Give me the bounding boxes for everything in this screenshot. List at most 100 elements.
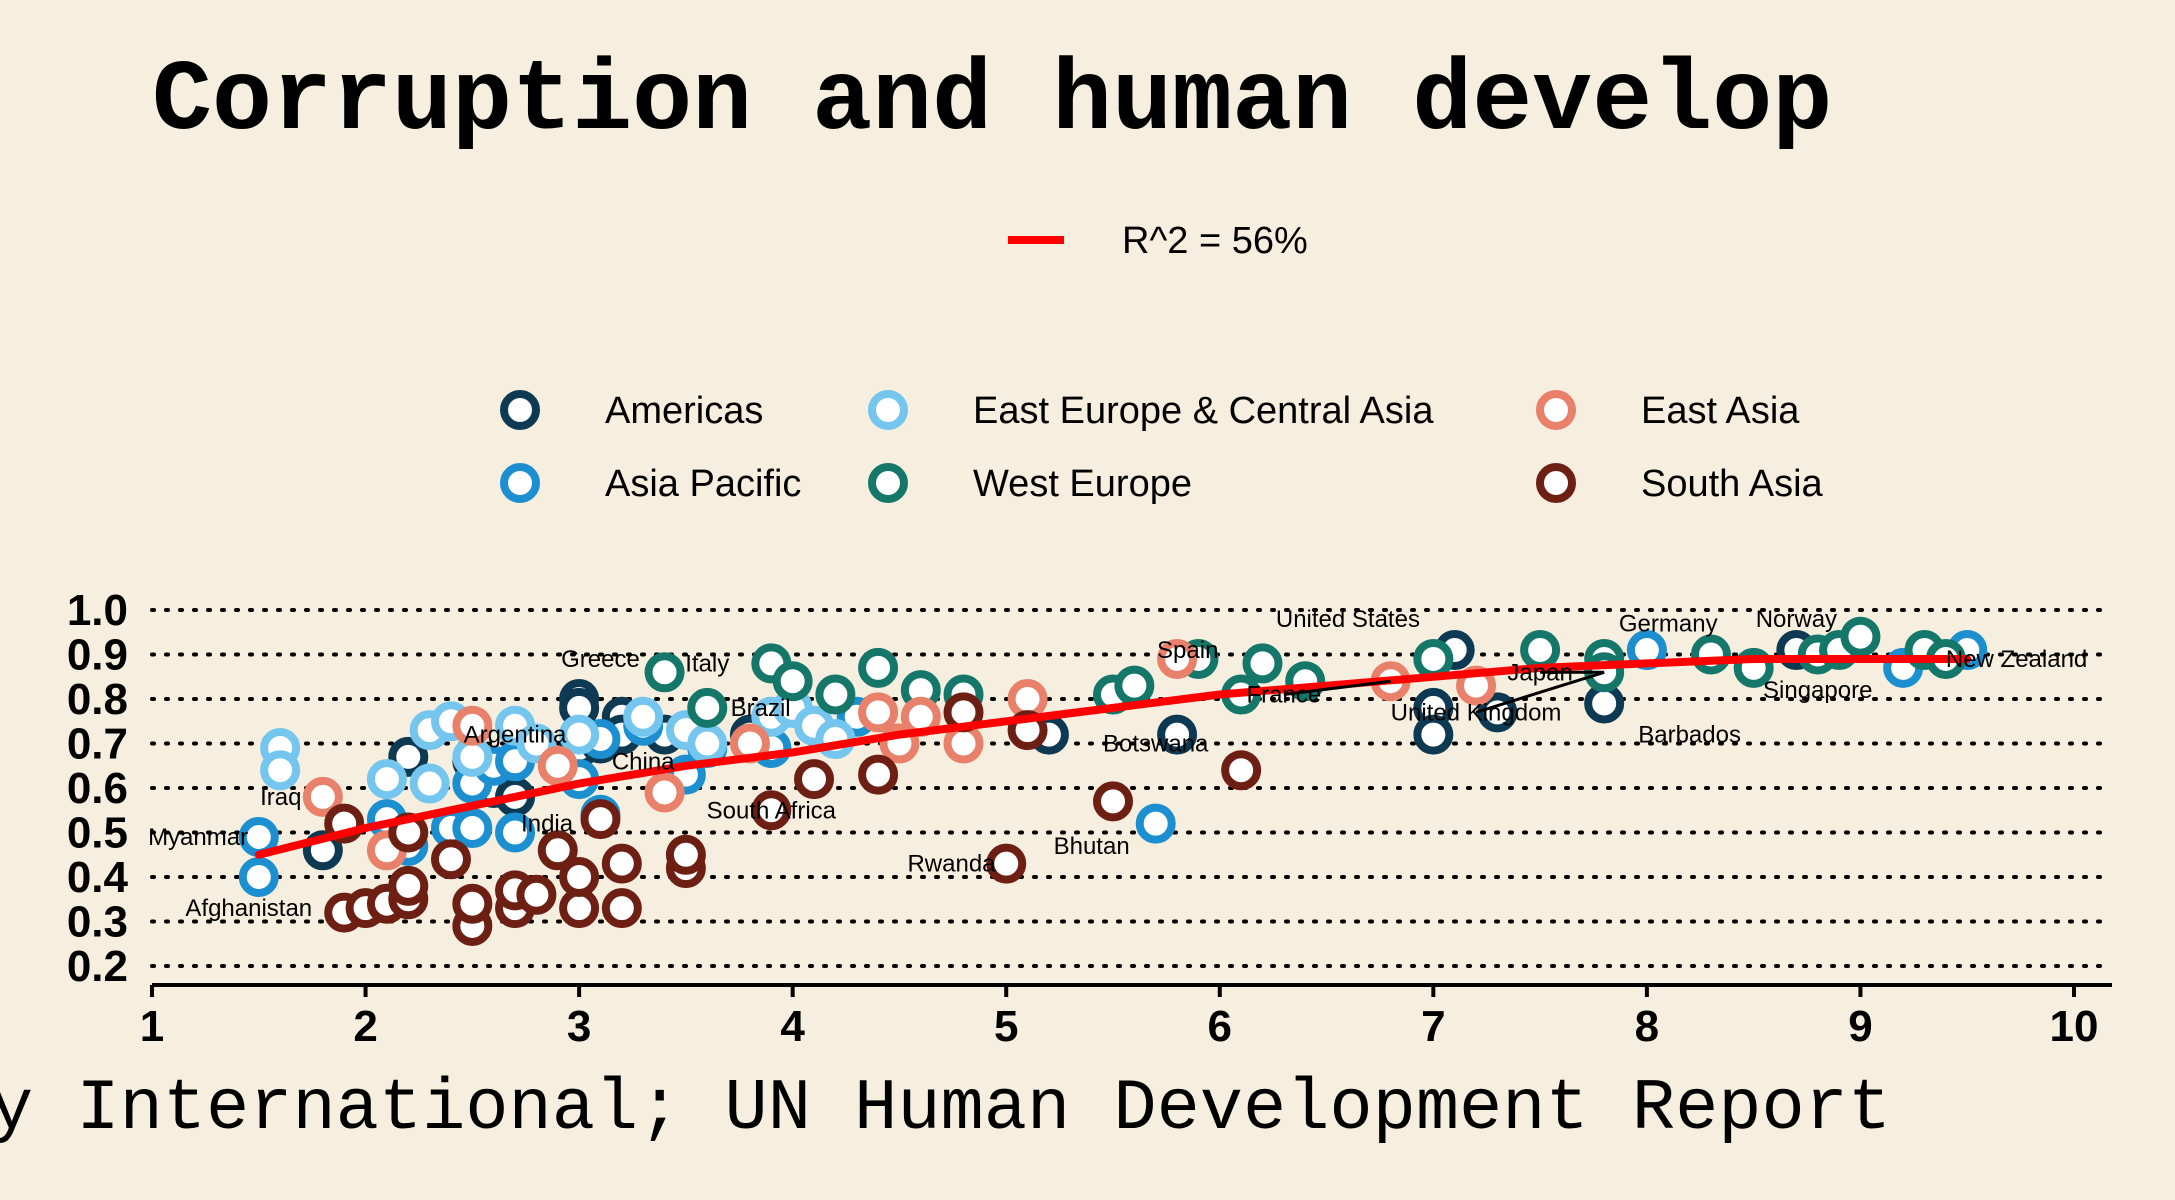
scatter-points (238, 616, 1988, 946)
data-point (815, 674, 856, 715)
y-tick-label: 0.9 (67, 631, 128, 680)
data-point (1413, 638, 1454, 679)
annotation-label: Afghanistan (185, 895, 312, 922)
data-point (537, 830, 578, 871)
data-point (601, 888, 642, 929)
y-tick-label: 0.8 (67, 675, 128, 724)
legend-marker (1536, 463, 1576, 503)
x-tick-label: 4 (780, 1002, 805, 1051)
data-point (1690, 634, 1731, 675)
data-point (495, 812, 536, 853)
data-point (772, 661, 813, 702)
x-tick-label: 2 (353, 1002, 377, 1051)
chart-source: y International; UN Human Development Re… (0, 1068, 1891, 1150)
annotation-label: Greece (561, 646, 640, 673)
data-point (452, 883, 493, 924)
data-point (986, 843, 1027, 884)
data-point (751, 790, 792, 831)
data-point (858, 754, 899, 795)
data-point (388, 865, 429, 906)
data-point (1114, 665, 1155, 706)
data-point (1221, 750, 1262, 791)
x-tick-label: 8 (1635, 1002, 1659, 1051)
data-point (858, 692, 899, 733)
data-point (452, 705, 493, 746)
x-tick-label: 9 (1848, 1002, 1872, 1051)
data-point (1840, 616, 1881, 657)
annotation-label: Spain (1157, 637, 1218, 664)
data-point (644, 772, 685, 813)
annotation-label: Norway (1756, 606, 1837, 633)
data-point (409, 763, 450, 804)
x-tick-label: 6 (1208, 1002, 1232, 1051)
data-point (794, 759, 835, 800)
y-tick-label: 0.4 (67, 853, 129, 902)
chart-title: Corruption and human develop (152, 46, 1832, 159)
legend-label: Asia Pacific (605, 463, 801, 505)
data-point (623, 696, 664, 737)
annotation-label: China (612, 748, 675, 775)
legend-marker (868, 463, 908, 503)
data-point (1242, 643, 1283, 684)
y-tick-label: 1.0 (67, 586, 128, 635)
legend-marker (500, 463, 540, 503)
x-tick-label: 7 (1421, 1002, 1445, 1051)
data-point (644, 652, 685, 693)
fit-legend-label: R^2 = 56% (1122, 220, 1308, 262)
data-point (366, 759, 407, 800)
data-point (580, 799, 621, 840)
x-tick-label: 3 (567, 1002, 591, 1051)
legend-label: South Asia (1641, 463, 1824, 505)
annotation-label: United States (1276, 606, 1420, 633)
annotation-label: Italy (685, 650, 729, 677)
data-point (1135, 803, 1176, 844)
legend-label: East Asia (1641, 390, 1800, 432)
y-tick-label: 0.2 (67, 942, 128, 991)
data-point (687, 723, 728, 764)
fit-line-path (254, 655, 1972, 859)
data-point (559, 857, 600, 897)
annotation-label: India (521, 811, 574, 838)
y-tick-label: 0.7 (67, 720, 128, 769)
legend-label: East Europe & Central Asia (973, 390, 1434, 432)
fit-legend: R^2 = 56% (1008, 220, 1308, 262)
annotation-label: United Kingdom (1391, 699, 1562, 726)
annotation-label: Brazil (731, 695, 791, 722)
axes: 0.20.30.40.50.60.70.80.91.0 1 2 3 4 5 6 7 8 9 10 (67, 586, 2112, 1051)
legend-marker (500, 390, 540, 430)
data-point (260, 750, 301, 791)
data-point (302, 776, 343, 817)
data-point (601, 843, 642, 884)
data-point (858, 647, 899, 688)
data-point (1093, 781, 1133, 822)
annotation-leader (1283, 679, 1391, 697)
data-point (238, 857, 279, 897)
legend-marker (868, 390, 908, 430)
annotation-label: France (1246, 682, 1321, 709)
annotation-label: Myanmar (148, 824, 248, 851)
annotation-leader (1475, 670, 1605, 714)
data-point (559, 714, 600, 755)
annotation-label: New Zealand (1946, 646, 2087, 673)
annotation-label: Botswana (1103, 731, 1209, 758)
data-point (687, 687, 728, 728)
data-point (665, 834, 706, 875)
y-tick-label: 0.5 (67, 809, 128, 858)
annotation-label: South Africa (707, 797, 837, 824)
legend-label: West Europe (973, 463, 1192, 505)
data-point (1413, 714, 1454, 755)
legend-label: Americas (605, 390, 763, 432)
y-tick-label: 0.6 (67, 764, 128, 813)
data-point (430, 839, 471, 880)
data-point (452, 808, 493, 849)
data-point (537, 745, 578, 786)
annotation-label: Rwanda (907, 851, 996, 878)
annotation-label: Germany (1619, 610, 1718, 637)
annotation-label: Argentina (464, 722, 567, 749)
annotations: Myanmar Afghanistan Iraq Argentina Greece Ita… (148, 606, 2087, 922)
fit-line (254, 655, 1972, 859)
data-point (516, 874, 557, 915)
annotation-label: Bhutan (1054, 833, 1130, 860)
x-tick-label: 5 (994, 1002, 1018, 1051)
